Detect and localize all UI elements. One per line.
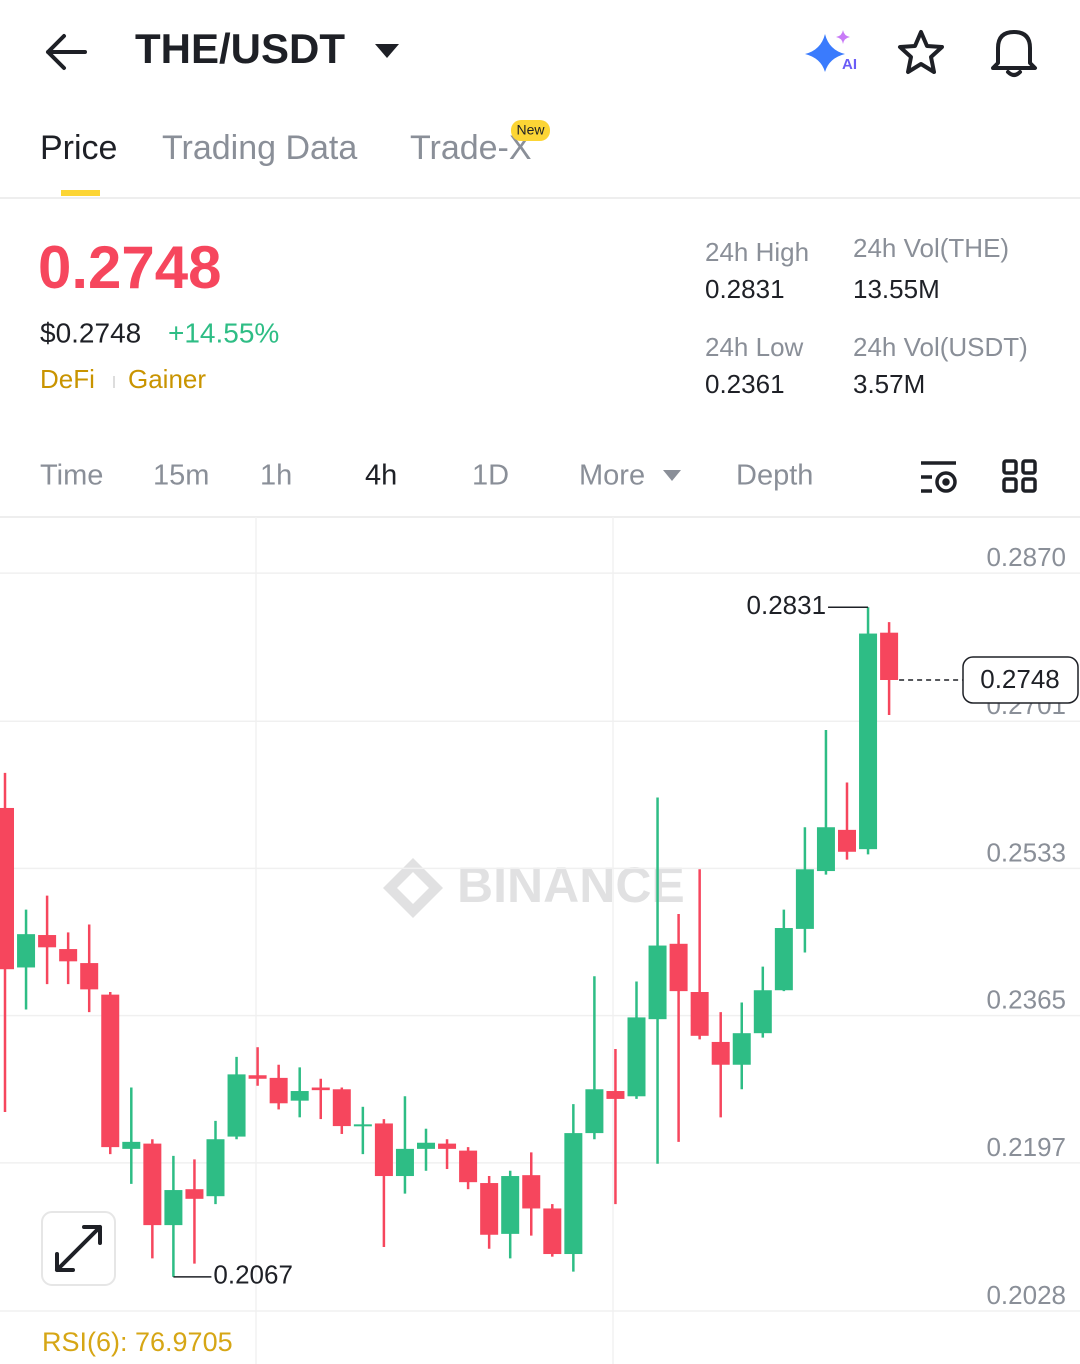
candle-body (122, 1141, 141, 1149)
usd-price: $0.2748 (40, 317, 141, 348)
pair-dropdown[interactable] (375, 44, 399, 58)
candle-body (143, 1143, 162, 1226)
new-badge (511, 120, 550, 141)
candle-body (101, 994, 120, 1148)
favorite-button[interactable] (898, 30, 944, 74)
more-dropdown[interactable] (663, 470, 681, 481)
interval[interactable]: More (579, 460, 645, 492)
stat-label: 24h Vol(THE) (853, 233, 1009, 263)
stat-value: 3.57M (853, 369, 925, 399)
watermark-text: BINANCE (457, 857, 685, 913)
candle-body (522, 1175, 541, 1209)
candle-body (480, 1183, 499, 1235)
tab[interactable]: Price (40, 129, 117, 167)
candle-body (627, 1017, 646, 1097)
candle-body (164, 1190, 183, 1226)
candle-body (38, 935, 57, 948)
last-price-label: 0.2748 (980, 664, 1060, 694)
candle-body (669, 943, 688, 992)
fullscreen-icon (55, 1225, 102, 1272)
interval[interactable]: 15m (153, 460, 209, 492)
candle-body (838, 829, 856, 852)
candle-body (353, 1124, 372, 1127)
candle-body (290, 1091, 309, 1101)
ai-button[interactable]: AI (805, 30, 857, 73)
candle-body (206, 1139, 225, 1197)
candle-body (269, 1077, 288, 1104)
stat-value: 13.55M (853, 274, 940, 304)
tab[interactable]: Trading Data (162, 129, 357, 167)
candle-body (185, 1189, 204, 1199)
interval[interactable]: 1D (472, 460, 509, 492)
indicator-settings[interactable] (921, 461, 957, 493)
candle-body (501, 1176, 520, 1234)
candle-body (711, 1041, 730, 1065)
last-price-box (962, 656, 1079, 704)
tag[interactable]: Gainer (128, 364, 206, 394)
candle-body (859, 633, 878, 850)
candle-body (438, 1143, 457, 1149)
y-tick-label: 0.2870 (986, 542, 1066, 572)
tab[interactable]: Trade-X (410, 129, 532, 167)
y-tick-label: 0.2197 (986, 1132, 1066, 1162)
alert-button[interactable] (991, 30, 1037, 77)
candle-body (395, 1148, 414, 1177)
new-badge-text: New (516, 122, 545, 138)
candle-body (227, 1074, 246, 1137)
candle-body (248, 1075, 267, 1079)
low-label: 0.2067 (213, 1260, 293, 1290)
stat-value: 0.2361 (705, 369, 785, 399)
interval[interactable]: Time (40, 460, 103, 492)
candle-body (732, 1033, 751, 1065)
candle-body (753, 990, 772, 1034)
candle-body (606, 1091, 625, 1099)
tag[interactable]: DeFi (40, 364, 95, 394)
y-tick-label: 0.2028 (986, 1280, 1066, 1310)
y-tick-label: 0.2533 (986, 837, 1066, 867)
pair-title[interactable]: THE/USDT (135, 25, 345, 72)
candle-body (311, 1087, 330, 1091)
price-change: +14.55% (168, 317, 279, 348)
stat-value: 0.2831 (705, 274, 785, 304)
stat-label: 24h Low (705, 332, 804, 362)
candle-body (774, 928, 793, 991)
y-tick-label: 0.2365 (986, 985, 1066, 1015)
ai-label: AI (842, 56, 857, 73)
stat-label: 24h Vol(USDT) (853, 332, 1028, 362)
tab-indicator (61, 190, 100, 196)
rsi-label: RSI(6): 76.9705 (42, 1327, 233, 1357)
candle-body (0, 807, 14, 970)
candle-body (17, 934, 36, 968)
interval[interactable]: 1h (260, 460, 292, 492)
candle-body (59, 949, 78, 962)
high-label: 0.2831 (747, 590, 827, 620)
candle-body (332, 1089, 351, 1127)
interval[interactable]: Depth (736, 460, 813, 492)
candle-body (585, 1089, 604, 1134)
stat-label: 24h High (705, 237, 809, 267)
candle-body (564, 1133, 583, 1255)
candle-body (417, 1142, 435, 1149)
last-price: 0.2748 (38, 234, 222, 301)
back-button[interactable] (46, 34, 87, 70)
candle-body (543, 1208, 562, 1255)
candle-body (80, 963, 99, 990)
candle-body (459, 1150, 478, 1183)
candle-body (795, 869, 814, 929)
candle-body (880, 632, 899, 681)
candle-body (690, 991, 709, 1036)
candle-body (816, 827, 835, 872)
layout-button[interactable] (1002, 459, 1037, 493)
candlestick-chart: 0.28700.27010.25330.23650.21970.20280.28… (0, 542, 1080, 1312)
watermark: BINANCE (383, 857, 685, 918)
candle-body (374, 1123, 393, 1177)
interval[interactable]: 4h (365, 460, 397, 492)
candle-body (648, 945, 667, 1020)
